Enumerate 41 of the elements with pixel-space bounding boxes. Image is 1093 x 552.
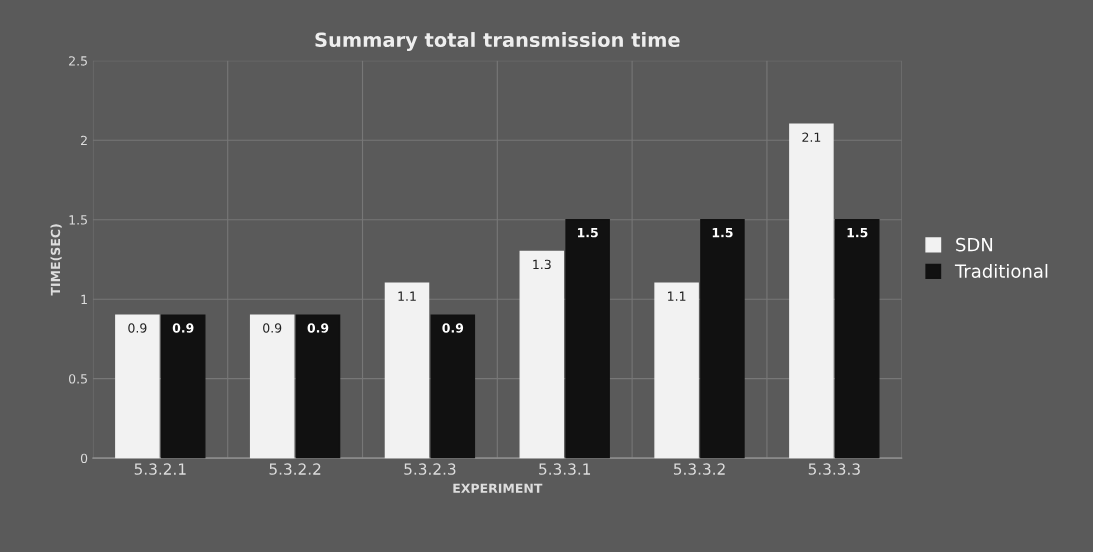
data-label: 0.9 [263,323,282,333]
data-label: 1.1 [668,291,686,301]
y-tick-label: 2 [81,135,87,145]
bar [789,123,834,459]
legend-label: SDN [956,237,993,252]
bar [700,219,745,459]
bar [160,314,206,459]
x-tick-label: 5.3.2.3 [404,463,456,475]
data-label: 2.1 [802,132,821,142]
data-label: 1.5 [577,228,598,238]
data-label: 1.5 [712,228,733,238]
data-label: 1.5 [847,228,868,238]
bar [384,282,430,459]
y-tick-label: 0.5 [68,374,87,384]
data-label: 1.3 [533,259,551,270]
y-tick-label: 0 [80,453,88,464]
y-axis-title: TIME(SEC) [50,224,62,296]
bar [654,282,699,459]
x-axis-title: EXPERIMENT [453,483,543,493]
bar [115,314,160,459]
bar [430,314,476,459]
data-label: 0.9 [128,323,147,333]
bar [295,314,341,459]
x-tick-label: 5.3.2.2 [269,463,321,475]
data-label: 1.1 [398,291,416,301]
x-tick-label: 5.3.3.2 [673,463,725,475]
x-tick-label: 5.3.3.1 [539,463,591,475]
x-tick-label: 5.3.2.1 [134,463,186,475]
x-tick-label: 5.3.3.3 [808,463,860,475]
y-tick-label: 2.5 [69,56,87,66]
bar [249,314,295,459]
data-label: 0.9 [307,323,329,333]
bar [519,250,565,459]
chart-title: Summary total transmission time [315,32,680,52]
y-tick-label: 1.5 [69,215,87,225]
data-label: 0.9 [442,323,464,333]
legend-label: Traditional [954,263,1048,278]
bar [565,219,610,459]
y-tick-label: 1 [81,294,87,304]
bar [834,219,880,459]
data-label: 0.9 [172,323,194,333]
